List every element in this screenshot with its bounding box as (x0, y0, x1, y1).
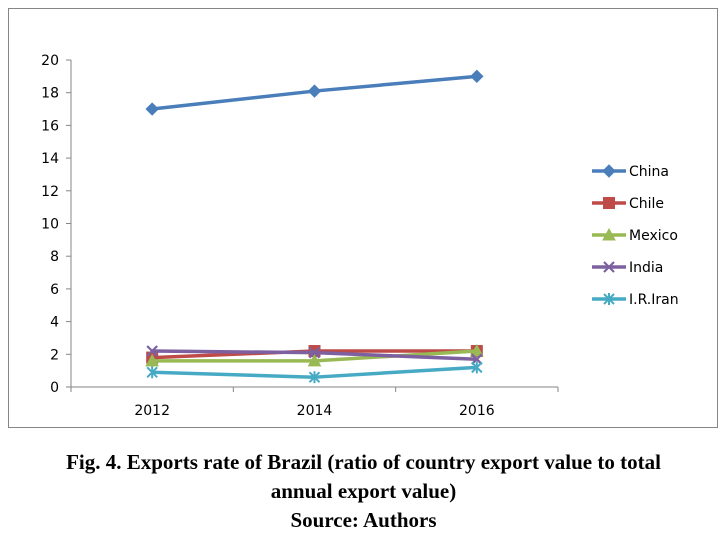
legend-marker-i-r-iran (603, 293, 615, 305)
legend-label-chile: Chile (629, 196, 664, 212)
y-tick-label: 8 (50, 249, 59, 265)
x-tick-label: 2012 (134, 403, 170, 419)
figure-caption-line-1: Fig. 4. Exports rate of Brazil (ratio of… (66, 450, 661, 474)
legend-label-i-r-iran: I.R.Iran (629, 292, 679, 308)
source-line: Source: Authors (290, 508, 437, 532)
legend-marker-chile (603, 197, 615, 209)
y-tick-label: 14 (41, 151, 59, 167)
legend-marker-india (603, 261, 615, 273)
figure-caption-line-2: annual export value) (270, 479, 457, 503)
data-point-india (308, 346, 321, 359)
data-point-china (470, 69, 484, 84)
data-point-mexico (307, 353, 322, 367)
y-tick-label: 18 (41, 86, 59, 102)
chart-area: 0 2 4 6 8 10 12 14 16 18 20 2012 2014 2016 China Chile M… (8, 8, 718, 428)
x-tick-label: 2014 (297, 403, 333, 419)
legend-label-india: India (629, 260, 663, 276)
legend-marker-mexico (602, 227, 616, 241)
data-point-india (146, 345, 158, 357)
data-point-i-r-iran (308, 371, 321, 384)
legend-label-mexico: Mexico (629, 228, 678, 244)
data-point-china (307, 84, 322, 98)
y-tick-label: 10 (41, 217, 59, 233)
y-tick-label: 2 (50, 347, 59, 363)
y-tick-label: 0 (50, 380, 59, 396)
legend-label-china: China (629, 164, 669, 180)
y-tick-label: 20 (41, 53, 59, 69)
line-chart: 0 2 4 6 8 10 12 14 16 18 20 2012 2014 2016 China Chile M… (41, 53, 679, 419)
legend-marker-china (602, 164, 616, 178)
data-point-i-r-iran (471, 361, 483, 374)
y-tick-label: 4 (50, 315, 59, 331)
data-point-i-r-iran (146, 366, 158, 379)
y-tick-label: 16 (41, 118, 59, 134)
data-point-mexico (469, 343, 484, 357)
data-point-india (471, 353, 483, 365)
y-tick-label: 6 (50, 282, 59, 298)
data-point-china (145, 102, 159, 116)
x-tick-label: 2016 (459, 403, 495, 419)
y-tick-label: 12 (41, 184, 59, 200)
data-point-mexico (145, 353, 160, 367)
